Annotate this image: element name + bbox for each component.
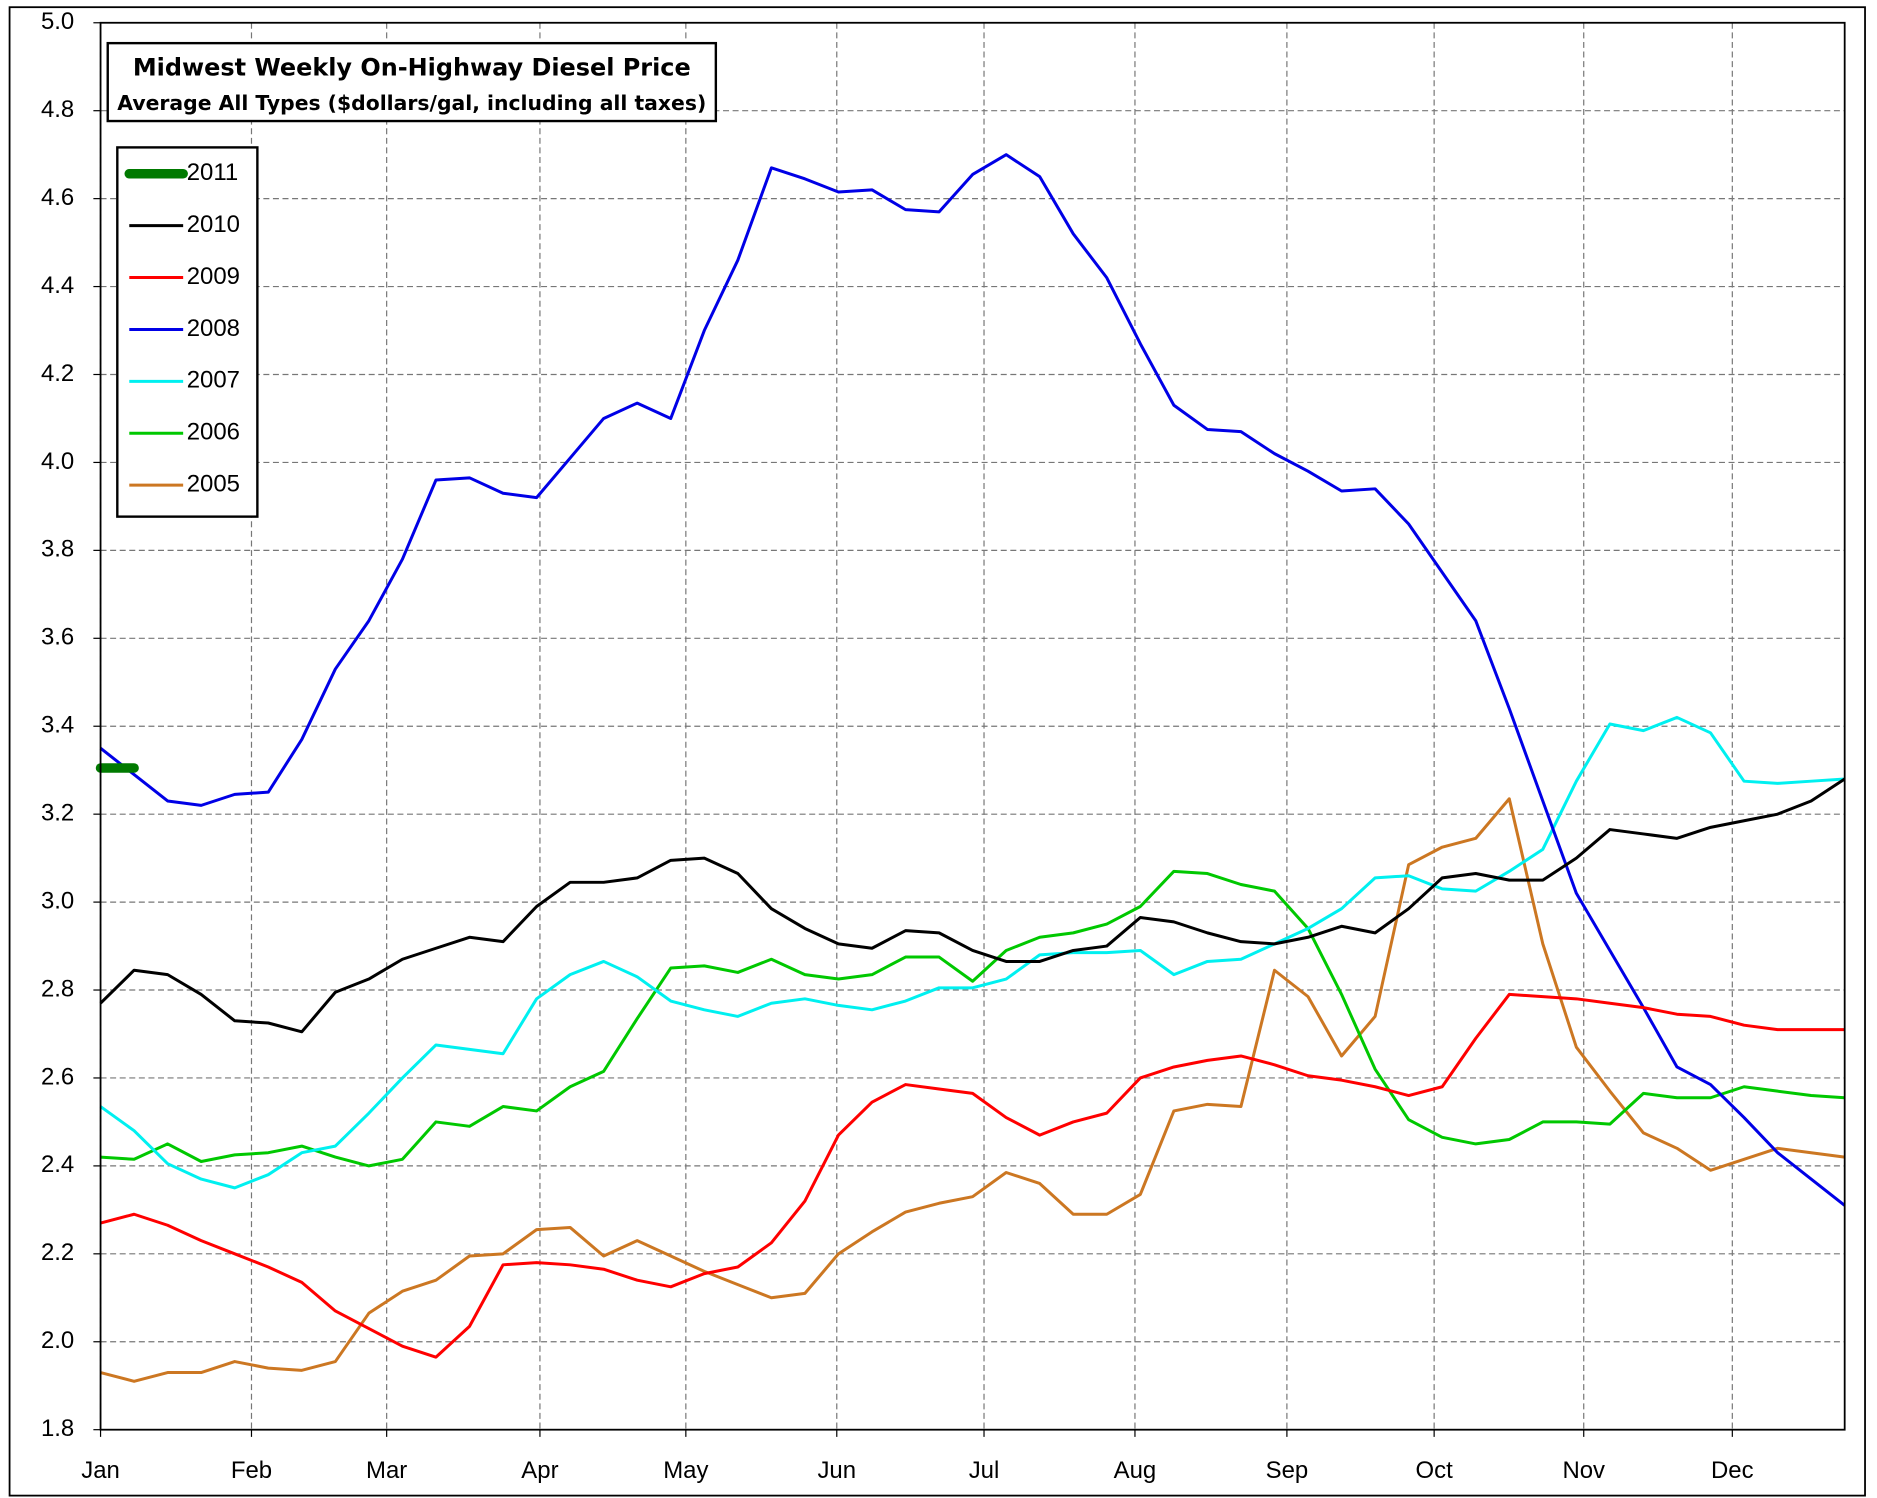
series-line: [99, 715, 1845, 1190]
x-tick-label: Mar: [366, 1457, 407, 1484]
y-tick-label: 3.0: [41, 887, 74, 914]
y-tick-label: 3.6: [41, 624, 74, 651]
y-tick-label: 3.8: [41, 536, 74, 563]
plot-frame: [99, 21, 1846, 1431]
y-tick-label: 2.6: [41, 1063, 74, 1090]
series-line: [100, 992, 1845, 1359]
y-tick-label: 4.0: [41, 448, 74, 475]
chart-title: Midwest Weekly On-Highway Diesel Price: [133, 53, 691, 81]
legend-label: 2010: [187, 211, 240, 238]
y-tick-label: 4.2: [41, 360, 74, 387]
chart-subtitle: Average All Types ($dollars/gal, includi…: [117, 91, 706, 115]
title-box: [106, 41, 718, 123]
legend-label: 2009: [187, 263, 240, 290]
y-tick-label: 2.4: [41, 1151, 74, 1178]
x-tick-label: Apr: [521, 1457, 558, 1484]
x-tick-label: Jun: [817, 1457, 856, 1484]
legend: 2011 2010 2009 2008 2007 2006 2005: [116, 146, 259, 518]
x-tick-label: Feb: [231, 1457, 272, 1484]
x-tick-label: Oct: [1416, 1457, 1454, 1484]
series-line: [100, 869, 1845, 1168]
outer-frame: [8, 6, 1866, 1497]
y-tick-label: 3.4: [41, 712, 74, 739]
y-tick-label: 4.6: [41, 184, 74, 211]
legend-label: 2005: [187, 470, 240, 497]
legend-label: 2011: [187, 159, 238, 186]
y-tick-label: 3.2: [41, 799, 74, 826]
y-tick-label: 5.0: [41, 8, 74, 35]
x-tick-label: Sep: [1266, 1457, 1309, 1484]
y-tick-label: 4.8: [41, 96, 74, 123]
series-line: [100, 797, 1845, 1383]
legend-label: 2008: [187, 315, 240, 342]
legend-box: [116, 146, 259, 518]
y-tick-label: 2.0: [41, 1327, 74, 1354]
series-line: [99, 777, 1846, 1034]
y-tick-label: 1.8: [41, 1415, 74, 1442]
y-tick-label: 2.8: [41, 975, 74, 1002]
legend-label: 2007: [187, 367, 240, 394]
x-tick-label: Dec: [1711, 1457, 1754, 1484]
grid: 1.8 2.0 2.2 2.4 2.6 2.8 3.0 3.2 3.4 3.6 3.8 4.0 4.2 4…: [41, 8, 1845, 1484]
x-tick-label: Nov: [1562, 1457, 1605, 1484]
series-line: [99, 153, 1846, 1207]
x-tick-label: Jul: [969, 1457, 1000, 1484]
x-tick-label: Jan: [81, 1457, 120, 1484]
lines: [95, 153, 1846, 1383]
x-tick-label: Aug: [1114, 1457, 1157, 1484]
y-tick-label: 2.2: [41, 1239, 74, 1266]
x-tick-label: May: [663, 1457, 708, 1484]
y-tick-label: 4.4: [41, 272, 74, 299]
legend-label: 2006: [187, 419, 240, 446]
